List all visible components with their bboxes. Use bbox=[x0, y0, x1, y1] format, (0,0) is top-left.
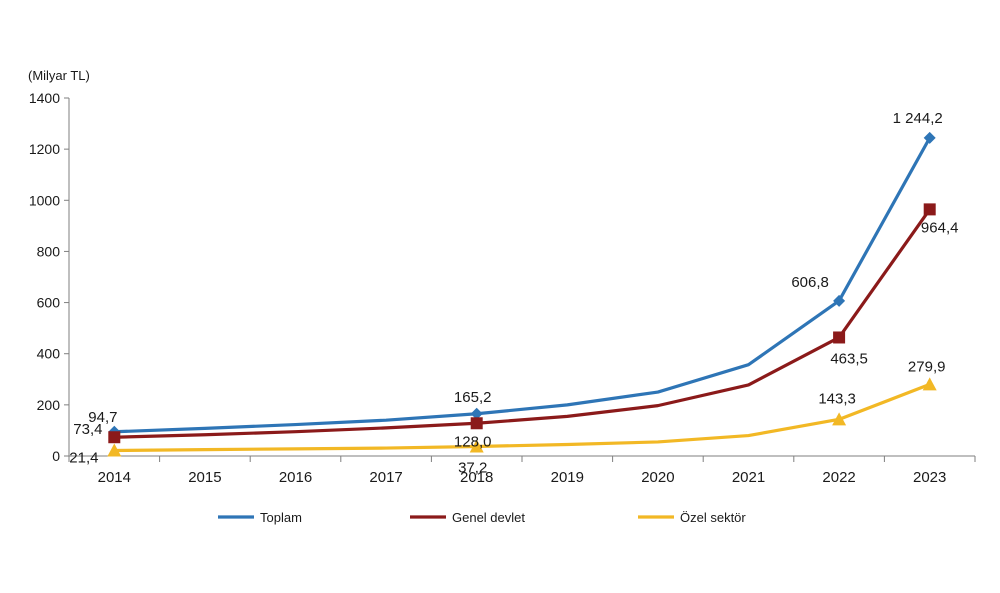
data-label: 143,3 bbox=[818, 390, 856, 407]
x-axis: 2014 2015 2016 2017 2018 2019 2020 2021 2022 2023 bbox=[68, 455, 976, 486]
data-point--zel-sekt-r bbox=[832, 412, 847, 426]
legend-label: Genel devlet bbox=[452, 510, 525, 525]
data-label: 463,5 bbox=[830, 350, 868, 367]
data-label: 964,4 bbox=[921, 219, 959, 236]
y-tick-label: 800 bbox=[37, 243, 61, 259]
x-tick-label: 2015 bbox=[188, 469, 221, 486]
series-line--zel-sekt-r bbox=[114, 382, 931, 453]
data-point-toplam bbox=[470, 407, 483, 420]
data-label: 1 244,2 bbox=[893, 110, 943, 127]
data-point--zel-sekt-r bbox=[107, 443, 122, 457]
y-tick-label: 0 bbox=[52, 448, 60, 464]
series-line-toplam bbox=[114, 137, 932, 434]
x-tick-label: 2019 bbox=[551, 469, 584, 486]
y-tick-label: 1200 bbox=[29, 141, 60, 157]
x-tick-label: 2020 bbox=[641, 469, 674, 486]
x-tick-label: 2016 bbox=[279, 469, 312, 486]
legend: Toplam Genel devlet Özel sektör bbox=[218, 510, 746, 525]
series-lines bbox=[114, 137, 932, 453]
data-label: 94,7 bbox=[88, 409, 117, 426]
data-point--zel-sekt-r bbox=[922, 377, 937, 391]
x-tick-label: 2022 bbox=[822, 469, 855, 486]
data-point-toplam bbox=[923, 131, 936, 144]
y-tick-label: 400 bbox=[37, 346, 61, 362]
x-tick-label: 2014 bbox=[98, 469, 131, 486]
data-label: 21,4 bbox=[69, 450, 98, 467]
data-point--zel-sekt-r bbox=[469, 439, 484, 453]
x-tick-label: 2021 bbox=[732, 469, 765, 486]
data-point-toplam bbox=[833, 294, 846, 307]
data-point-genel-devlet bbox=[833, 331, 846, 344]
data-label: 606,8 bbox=[791, 274, 829, 291]
legend-label: Özel sektör bbox=[680, 510, 746, 525]
y-tick-label: 200 bbox=[37, 397, 61, 413]
y-tick-label: 600 bbox=[37, 295, 61, 311]
data-label: 73,4 bbox=[73, 421, 102, 438]
x-tick-label: 2018 bbox=[460, 469, 493, 486]
y-axis-unit-label: (Milyar TL) bbox=[28, 68, 90, 83]
data-labels: 94,773,4 21,4 165,2 128,0 37,2 606,8 463,5 143,… bbox=[69, 110, 958, 477]
y-tick-label: 1000 bbox=[29, 192, 60, 208]
data-label: 279,9 bbox=[908, 358, 946, 375]
series-line-genel-devlet bbox=[114, 208, 932, 439]
series-markers bbox=[107, 131, 937, 457]
data-label: 165,2 bbox=[454, 389, 492, 406]
data-point-genel-devlet bbox=[923, 203, 936, 216]
data-point-genel-devlet bbox=[470, 417, 483, 430]
data-label: 128,0 bbox=[454, 433, 492, 450]
y-tick-label: 1400 bbox=[29, 90, 60, 106]
y-axis: 0 200 400 600 800 1000 1200 1400 bbox=[29, 90, 70, 464]
x-tick-label: 2023 bbox=[913, 469, 946, 486]
data-label: 37,2 bbox=[458, 459, 487, 476]
data-point-genel-devlet bbox=[108, 431, 121, 444]
legend-label: Toplam bbox=[260, 510, 302, 525]
x-tick-label: 2017 bbox=[369, 469, 402, 486]
